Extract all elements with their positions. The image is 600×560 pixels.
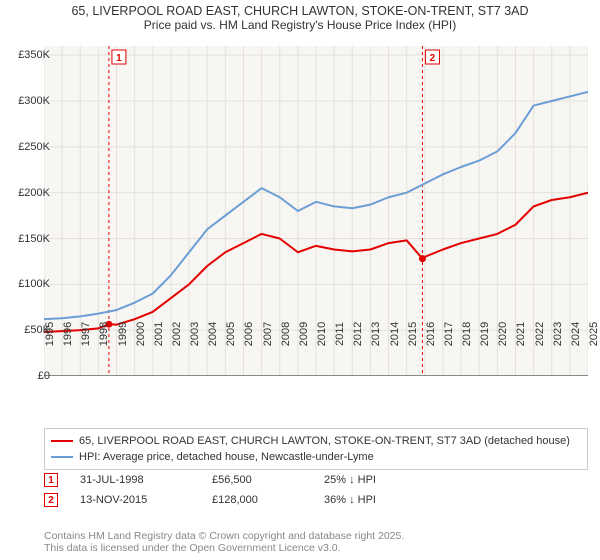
transaction-badge: 1 — [44, 473, 58, 487]
y-tick-label: £300K — [18, 95, 50, 107]
transaction-price: £128,000 — [212, 494, 302, 506]
chart-title-line1: 65, LIVERPOOL ROAD EAST, CHURCH LAWTON, … — [0, 0, 600, 18]
x-tick-label: 1998 — [98, 322, 110, 346]
transaction-row: 2 13-NOV-2015 £128,000 36% ↓ HPI — [44, 490, 588, 510]
legend-item: HPI: Average price, detached house, Newc… — [51, 449, 581, 465]
transaction-row: 1 31-JUL-1998 £56,500 25% ↓ HPI — [44, 470, 588, 490]
x-tick-label: 2012 — [352, 322, 364, 346]
y-tick-label: £100K — [18, 278, 50, 290]
chart-title-line2: Price paid vs. HM Land Registry's House … — [0, 18, 600, 36]
x-tick-label: 2025 — [588, 322, 600, 346]
y-tick-label: £250K — [18, 141, 50, 153]
legend-label: HPI: Average price, detached house, Newc… — [79, 449, 374, 465]
x-tick-label: 2005 — [225, 322, 237, 346]
footer: Contains HM Land Registry data © Crown c… — [44, 530, 588, 554]
x-tick-label: 2024 — [570, 322, 582, 346]
x-tick-label: 2001 — [153, 322, 165, 346]
legend: 65, LIVERPOOL ROAD EAST, CHURCH LAWTON, … — [44, 428, 588, 470]
footer-line2: This data is licensed under the Open Gov… — [44, 542, 588, 554]
transaction-price: £56,500 — [212, 474, 302, 486]
x-tick-label: 2013 — [370, 322, 382, 346]
x-tick-label: 2008 — [280, 322, 292, 346]
svg-text:2: 2 — [430, 53, 436, 64]
x-tick-label: 2009 — [298, 322, 310, 346]
transaction-delta: 25% ↓ HPI — [324, 474, 376, 486]
x-tick-label: 2004 — [207, 322, 219, 346]
x-tick-label: 2023 — [552, 322, 564, 346]
x-tick-label: 2002 — [171, 322, 183, 346]
x-tick-label: 1995 — [44, 322, 56, 346]
x-tick-label: 2006 — [243, 322, 255, 346]
legend-swatch — [51, 440, 73, 442]
x-tick-label: 2014 — [389, 322, 401, 346]
x-tick-label: 2003 — [189, 322, 201, 346]
legend-item: 65, LIVERPOOL ROAD EAST, CHURCH LAWTON, … — [51, 433, 581, 449]
svg-text:1: 1 — [116, 53, 122, 64]
y-tick-label: £350K — [18, 49, 50, 61]
transaction-list: 1 31-JUL-1998 £56,500 25% ↓ HPI 2 13-NOV-2015… — [44, 470, 588, 510]
x-tick-label: 2022 — [534, 322, 546, 346]
x-tick-label: 2015 — [407, 322, 419, 346]
x-tick-label: 2011 — [334, 322, 346, 346]
x-tick-label: 2021 — [515, 322, 527, 346]
transaction-date: 31-JUL-1998 — [80, 474, 190, 486]
legend-swatch — [51, 456, 73, 458]
x-tick-label: 1996 — [62, 322, 74, 346]
legend-label: 65, LIVERPOOL ROAD EAST, CHURCH LAWTON, … — [79, 433, 570, 449]
transaction-badge: 2 — [44, 493, 58, 507]
y-tick-label: £0 — [38, 370, 50, 382]
y-tick-label: £200K — [18, 187, 50, 199]
x-tick-label: 1997 — [80, 322, 92, 346]
x-tick-label: 2020 — [497, 322, 509, 346]
x-tick-label: 2017 — [443, 322, 455, 346]
y-tick-label: £150K — [18, 233, 50, 245]
x-tick-label: 2000 — [135, 322, 147, 346]
x-tick-label: 1999 — [117, 322, 129, 346]
x-tick-label: 2018 — [461, 322, 473, 346]
transaction-date: 13-NOV-2015 — [80, 494, 190, 506]
x-tick-label: 2016 — [425, 322, 437, 346]
footer-line1: Contains HM Land Registry data © Crown c… — [44, 530, 588, 542]
transaction-delta: 36% ↓ HPI — [324, 494, 376, 506]
x-tick-label: 2019 — [479, 322, 491, 346]
x-tick-label: 2007 — [262, 322, 274, 346]
x-tick-label: 2010 — [316, 322, 328, 346]
